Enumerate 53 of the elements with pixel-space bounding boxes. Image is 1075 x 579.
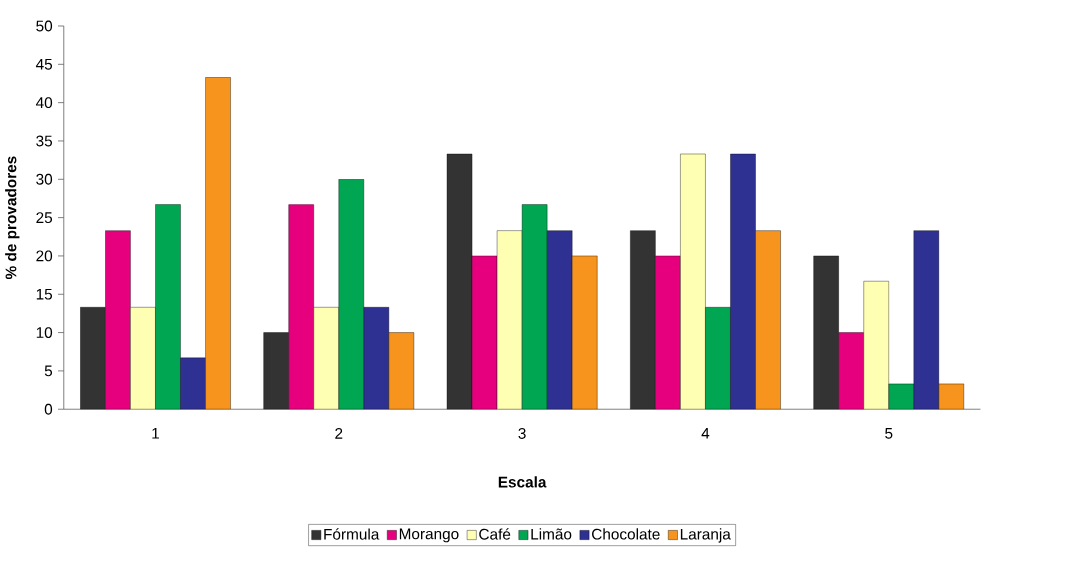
bar bbox=[913, 230, 940, 410]
y-tick-label: 45 bbox=[35, 59, 53, 70]
bar bbox=[655, 255, 681, 410]
bar bbox=[363, 307, 390, 410]
y-tick-label: 10 bbox=[36, 327, 53, 339]
y-tick-label: 5 bbox=[44, 365, 53, 377]
bar bbox=[571, 255, 598, 410]
bar bbox=[180, 357, 206, 410]
bar bbox=[705, 307, 731, 410]
bar bbox=[838, 332, 864, 410]
legend-label: Laranja bbox=[680, 528, 731, 543]
bar bbox=[680, 153, 706, 410]
x-tick-label: 1 bbox=[152, 428, 159, 439]
x-tick-label: 3 bbox=[518, 428, 526, 440]
y-tick-label: 0 bbox=[44, 403, 53, 415]
bar bbox=[313, 307, 339, 410]
x-tick-label: 5 bbox=[885, 428, 893, 439]
bar bbox=[888, 383, 915, 410]
bar bbox=[155, 204, 181, 410]
bar bbox=[630, 230, 656, 410]
bar bbox=[471, 255, 498, 410]
bar bbox=[755, 230, 781, 410]
bar bbox=[388, 332, 415, 410]
bar bbox=[338, 179, 365, 410]
bar bbox=[521, 204, 548, 410]
y-tick-label: 50 bbox=[36, 20, 53, 32]
bar bbox=[446, 153, 473, 410]
legend-label: Morango bbox=[399, 528, 459, 543]
legend-label: Chocolate bbox=[592, 528, 660, 540]
bar bbox=[205, 77, 231, 410]
legend-label: Fórmula bbox=[324, 528, 380, 540]
bar bbox=[496, 230, 523, 410]
y-tick-label: 20 bbox=[36, 250, 53, 262]
bar bbox=[105, 230, 131, 410]
bar bbox=[263, 332, 289, 410]
legend-label: Limão bbox=[531, 528, 572, 540]
bar bbox=[130, 307, 156, 410]
y-axis-title: % de provadores bbox=[5, 156, 20, 280]
y-tick-label: 40 bbox=[35, 97, 53, 109]
x-tick-label: 4 bbox=[701, 428, 710, 439]
legend-label: Café bbox=[479, 528, 511, 540]
y-tick-label: 25 bbox=[36, 212, 53, 224]
bar bbox=[730, 153, 756, 410]
y-tick-label: 15 bbox=[36, 289, 53, 300]
y-tick-label: 35 bbox=[36, 135, 53, 147]
bar bbox=[546, 230, 573, 410]
x-axis-title: Escala bbox=[498, 476, 547, 488]
x-tick-label: 2 bbox=[335, 428, 343, 439]
bar bbox=[288, 204, 314, 410]
bar bbox=[863, 281, 889, 410]
bar bbox=[80, 307, 106, 410]
bar bbox=[813, 255, 839, 410]
y-tick-label: 30 bbox=[36, 174, 53, 185]
